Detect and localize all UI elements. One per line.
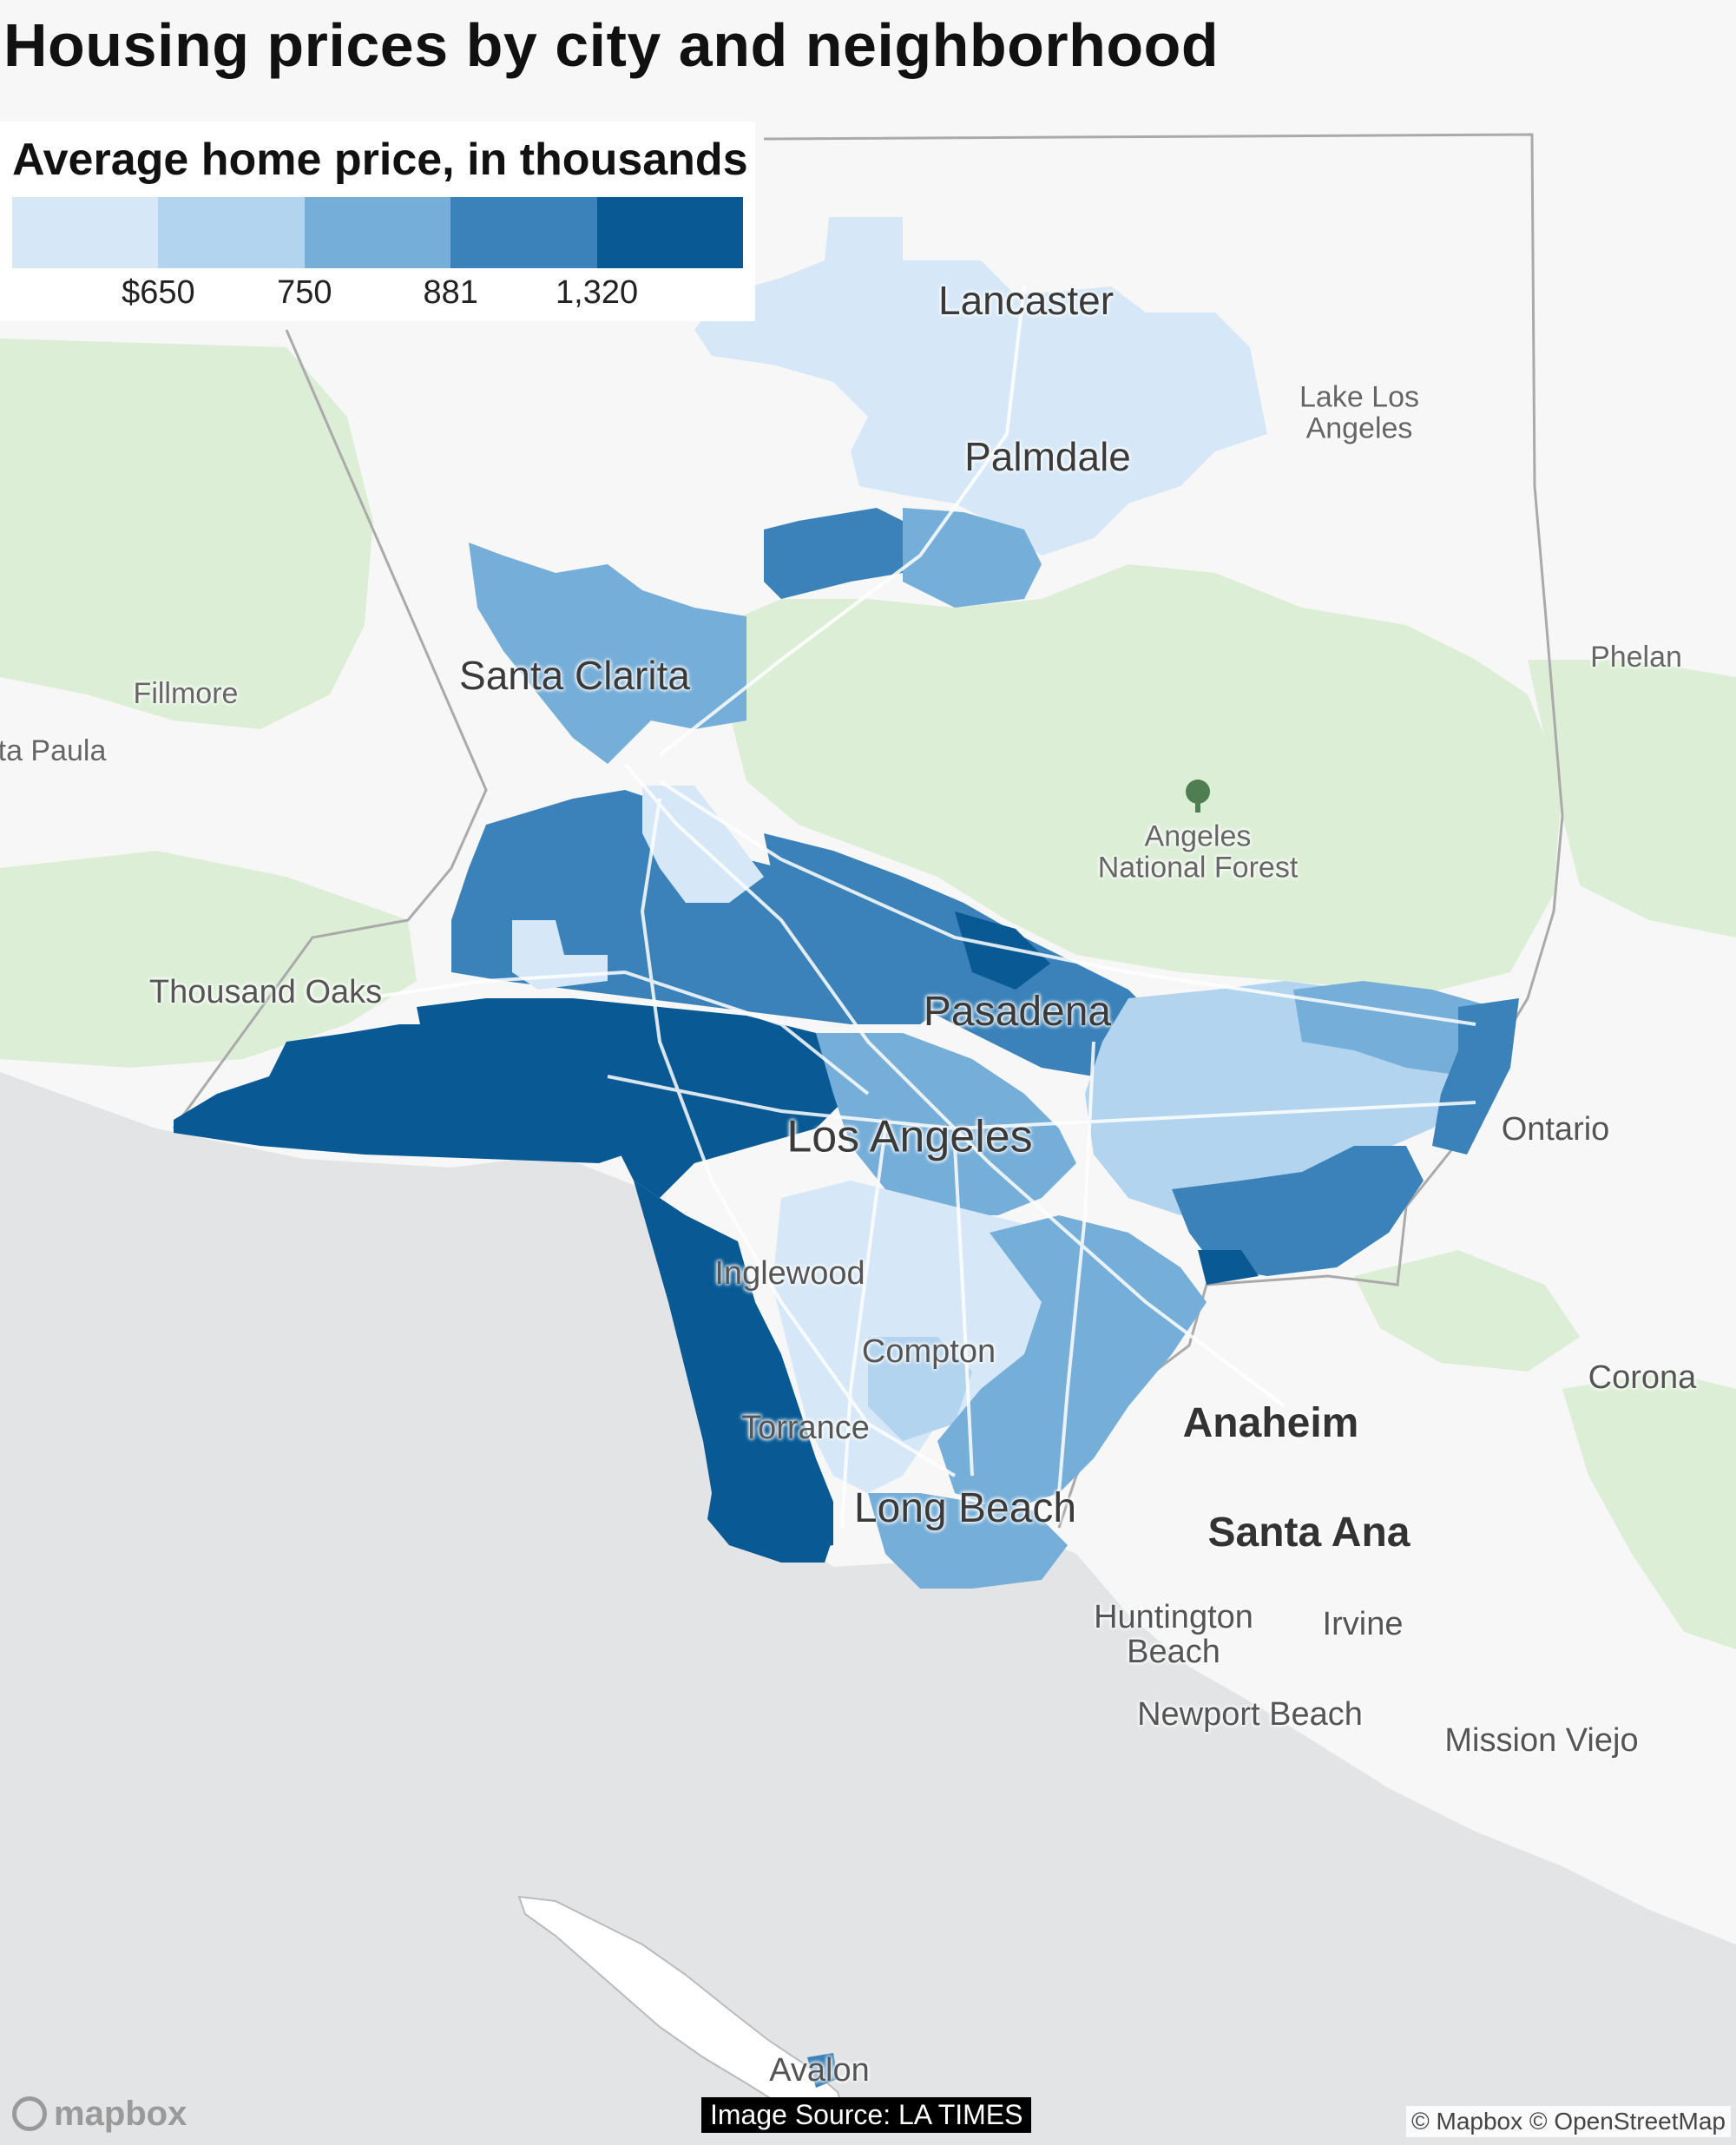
road-i605 — [1057, 1041, 1095, 1494]
region-palos-verdes — [707, 1476, 833, 1563]
legend: Average home price, in thousands $650 75… — [0, 122, 755, 321]
label-ontario: Ontario — [1501, 1111, 1610, 1148]
mapbox-logo[interactable]: mapbox — [12, 2092, 187, 2135]
region-south-bay — [634, 1181, 833, 1554]
map-title: Housing prices by city and neighborhood — [3, 11, 1220, 79]
label-inglewood: Inglewood — [714, 1255, 865, 1293]
region-santa-clarita — [469, 543, 746, 764]
legend-swatches — [12, 197, 744, 268]
region-westside — [417, 998, 851, 1198]
roads — [364, 286, 1476, 1529]
legend-swatch — [450, 197, 597, 268]
road-us101 — [364, 970, 870, 1096]
forest-areas — [0, 339, 1736, 1649]
cleveland-forest — [1562, 1372, 1736, 1649]
angeles-forest — [720, 564, 1562, 994]
mapbox-logo-text: mapbox — [54, 2094, 187, 2133]
road-i210 — [658, 780, 1476, 1026]
road-i405 — [640, 798, 957, 1477]
legend-ticks: $650 750 881 1,320 — [12, 269, 743, 313]
region-pasadena — [764, 833, 1163, 1076]
label-anaheim: Anaheim — [1182, 1399, 1359, 1446]
road-i710 — [953, 1145, 974, 1477]
label-thousand-oaks: Thousand Oaks — [148, 974, 383, 1011]
price-regions — [174, 217, 1519, 2088]
legend-swatch — [12, 197, 159, 268]
mapbox-logo-icon — [12, 2096, 47, 2131]
san-bernardino-forest — [1528, 660, 1736, 938]
label-mission-viejo: Mission Viejo — [1444, 1722, 1639, 1760]
chino-hills — [1354, 1250, 1580, 1372]
legend-tick: 1,320 — [556, 274, 639, 311]
label-lancaster: Lancaster — [937, 277, 1115, 323]
los-padres-forest — [0, 339, 373, 729]
region-compton — [868, 1337, 972, 1441]
label-long-beach: Long Beach — [853, 1484, 1077, 1531]
label-phelan: Phelan — [1590, 641, 1682, 674]
label-palmdale: Palmdale — [964, 433, 1131, 479]
label-newport-beach: Newport Beach — [1137, 1696, 1363, 1734]
road-i10 — [607, 1075, 1476, 1131]
legend-swatch — [304, 197, 451, 268]
label-compton: Compton — [861, 1333, 996, 1371]
road-i110 — [840, 1128, 887, 1529]
tree-icon — [1186, 780, 1210, 813]
region-avalon — [807, 2053, 838, 2088]
label-pasadena: Pasadena — [923, 988, 1112, 1035]
map-attribution[interactable]: © Mapbox © OpenStreetMap — [1406, 2106, 1731, 2137]
region-rowland-dark — [1198, 1250, 1259, 1285]
label-santa-clarita: Santa Clarita — [459, 652, 690, 698]
label-santa-paula: ta Paula — [0, 734, 107, 768]
road-i5 — [623, 762, 1286, 1408]
legend-tick: 750 — [277, 274, 332, 311]
legend-swatch — [158, 197, 305, 268]
legend-tick: $650 — [122, 274, 195, 311]
label-corona: Corona — [1588, 1359, 1697, 1397]
label-santa-ana: Santa Ana — [1207, 1509, 1410, 1556]
label-irvine: Irvine — [1322, 1606, 1404, 1643]
region-hacienda-heights — [1172, 1146, 1424, 1276]
label-huntington-beach: Huntington Beach — [1094, 1599, 1253, 1670]
santa-monica-mountains — [0, 851, 417, 1068]
region-claremont — [1432, 998, 1519, 1155]
ocean — [0, 1072, 1736, 2145]
label-lake-los-angeles: Lake Los Angeles — [1299, 380, 1419, 444]
label-fillmore: Fillmore — [133, 677, 239, 711]
image-source-caption: Image Source: LA TIMES — [701, 2097, 1032, 2133]
legend-title: Average home price, in thousands — [12, 135, 748, 185]
label-torrance: Torrance — [741, 1410, 870, 1447]
region-palmdale — [764, 508, 903, 599]
region-pasadena-dark — [955, 911, 1050, 990]
legend-tick: 881 — [423, 274, 478, 311]
road-sr14 — [658, 286, 1026, 757]
label-avalon: Avalon — [769, 2052, 870, 2089]
label-los-angeles: Los Angeles — [786, 1111, 1033, 1162]
region-antelope-valley — [694, 217, 1267, 556]
legend-swatch — [596, 197, 744, 268]
region-valley-light — [512, 920, 608, 990]
label-angeles-national-forest: Angeles National Forest — [1097, 819, 1299, 884]
region-valley-north-light — [642, 786, 764, 903]
region-long-beach — [868, 1493, 1068, 1589]
